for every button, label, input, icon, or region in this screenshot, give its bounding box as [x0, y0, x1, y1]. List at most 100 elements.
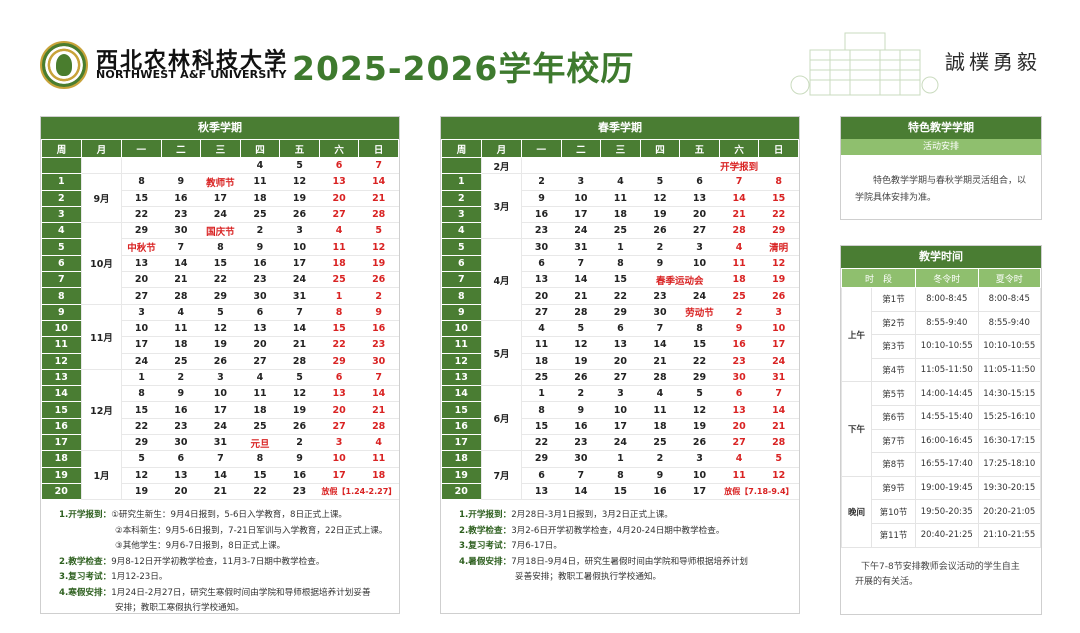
day-cell: 26 — [200, 353, 241, 370]
month-label: 10月 — [81, 222, 122, 305]
spring-semester-panel: 春季学期 周月一二三四五六日 2月 开学报到 1 3月 2 3 4 5 6 7 8 2 9 10 11 12 1… — [440, 116, 800, 614]
month-label: 2月 — [481, 157, 522, 175]
day-cell: 8 — [319, 304, 359, 321]
weekday-header: 四 — [239, 139, 281, 158]
special-text: 特色教学学期与春秋学期灵活组合，以学院具体安排为准。 — [855, 176, 1027, 203]
special-semester-panel: 特色教学学期 活动安排 特色教学学期与春秋学期灵活组合，以学院具体安排为准。 — [840, 116, 1042, 220]
day-cell: 27 — [679, 222, 720, 240]
week-number: 11 — [441, 336, 482, 354]
note-text: ①研究生新生：9月4日报到，5-6日入学教育，8日正式上课。 — [111, 510, 348, 521]
summer-time: 14:30-15:15 — [977, 381, 1041, 406]
day-cell: 19 — [121, 483, 162, 501]
week-number: 3 — [41, 206, 82, 224]
weekday-header: 月 — [481, 139, 522, 158]
note-text: 安排；教职工寒假执行学校通知。 — [115, 603, 244, 614]
week-number: 17 — [41, 434, 82, 452]
day-cell: 12 — [758, 255, 799, 273]
day-cell: 13 — [121, 255, 162, 273]
day-cell: 30 — [161, 434, 201, 452]
day-cell: 放假【7.18-9.4】 — [719, 483, 799, 501]
week-row: 2月 开学报到 — [441, 157, 799, 175]
week-number: 2 — [441, 190, 482, 207]
week-number: 10 — [441, 320, 482, 338]
week-number: 6 — [441, 255, 482, 273]
day-cell: 25 — [521, 369, 562, 387]
period-name: 第7节 — [870, 428, 917, 454]
week-number — [41, 157, 82, 175]
day-cell: 3 — [319, 434, 359, 452]
day-cell: 12 — [758, 467, 799, 484]
day-cell: 9 — [161, 385, 201, 403]
month-label: 12月 — [81, 369, 122, 452]
day-cell: 21 — [640, 353, 680, 370]
day-cell: 15 — [121, 190, 162, 207]
day-cell: 30 — [561, 450, 601, 468]
period-row: 第4节 11:05-11:50 11:05-11:50 — [842, 357, 1041, 383]
day-cell: 28 — [279, 353, 320, 370]
month-label: 1月 — [81, 450, 122, 501]
note-label: 4.寒假安排： — [59, 587, 112, 598]
time-group: 晚间 — [841, 475, 872, 548]
day-cell: 24 — [121, 353, 162, 370]
day-cell: 21 — [358, 401, 399, 419]
week-row: 4 10月 29 30 国庆节 2 3 4 5 — [41, 222, 399, 305]
day-cell: 3 — [121, 304, 162, 321]
period-name: 第8节 — [870, 452, 917, 477]
day-cell: 9 — [640, 255, 680, 273]
week-number: 7 — [441, 271, 482, 289]
note-line: 3.复习考试：7月6-17日。 — [459, 539, 799, 555]
day-cell: 20 — [161, 483, 201, 501]
day-cell: 12 — [121, 467, 162, 484]
col-period: 时 段 — [840, 268, 917, 288]
day-cell — [640, 157, 680, 175]
note-text: 9月8-12日开学初教学检查，11月3-7日期中教学检查。 — [111, 556, 325, 567]
day-cell: 13 — [240, 320, 280, 338]
week-number: 17 — [441, 434, 482, 452]
day-cell: 28 — [561, 304, 601, 321]
day-cell: 6 — [521, 467, 562, 484]
day-cell: 19 — [679, 418, 720, 436]
day-cell: 24 — [758, 353, 799, 370]
day-cell: 23 — [161, 206, 201, 224]
week-number: 9 — [441, 304, 482, 321]
day-cell: 21 — [561, 287, 601, 305]
day-cell: 20 — [679, 206, 720, 224]
week-row: 16 15 16 17 18 19 20 21 — [441, 418, 799, 436]
day-cell: 17 — [561, 206, 601, 224]
day-cell: 11 — [161, 320, 201, 338]
summer-time: 21:10-21:55 — [977, 522, 1041, 548]
day-cell: 8 — [758, 173, 799, 191]
week-number: 20 — [41, 483, 82, 501]
day-cell: 16 — [358, 320, 399, 338]
week-row: 20 13 14 15 16 17 放假【7.18-9.4】 — [441, 483, 799, 501]
special-title: 特色教学学期 — [841, 117, 1041, 139]
day-cell: 15 — [121, 401, 162, 419]
period-name: 第10节 — [870, 499, 917, 524]
day-cell: 18 — [358, 467, 399, 484]
month-label: 6月 — [481, 385, 522, 452]
university-logo-icon — [40, 41, 88, 89]
day-cell: 4 — [600, 173, 641, 191]
day-cell: 16 — [521, 206, 562, 224]
day-cell: 4 — [240, 369, 280, 387]
day-cell: 5 — [561, 320, 601, 338]
weekday-header: 日 — [758, 139, 799, 158]
week-row: 4 23 24 25 26 27 28 29 — [441, 222, 799, 240]
summer-time: 11:05-11:50 — [977, 357, 1041, 383]
day-cell: 13 — [719, 401, 759, 419]
day-cell: 5 — [200, 304, 241, 321]
day-cell: 26 — [561, 369, 601, 387]
day-cell: 22 — [240, 483, 280, 501]
week-row: 1 3月 2 3 4 5 6 7 8 — [441, 173, 799, 240]
day-cell: 22 — [758, 206, 799, 224]
day-cell: 28 — [358, 206, 399, 224]
day-cell: 2 — [640, 450, 680, 468]
day-cell: 14 — [640, 336, 680, 354]
winter-time: 16:55-17:40 — [915, 452, 979, 477]
day-cell: 16 — [240, 255, 280, 273]
day-cell: 12 — [279, 173, 320, 191]
month-label: 4月 — [481, 238, 522, 321]
winter-time: 8:00-8:45 — [915, 287, 979, 312]
day-cell: 1 — [319, 287, 359, 305]
week-row: 10 10 11 12 13 14 15 16 — [41, 320, 399, 338]
